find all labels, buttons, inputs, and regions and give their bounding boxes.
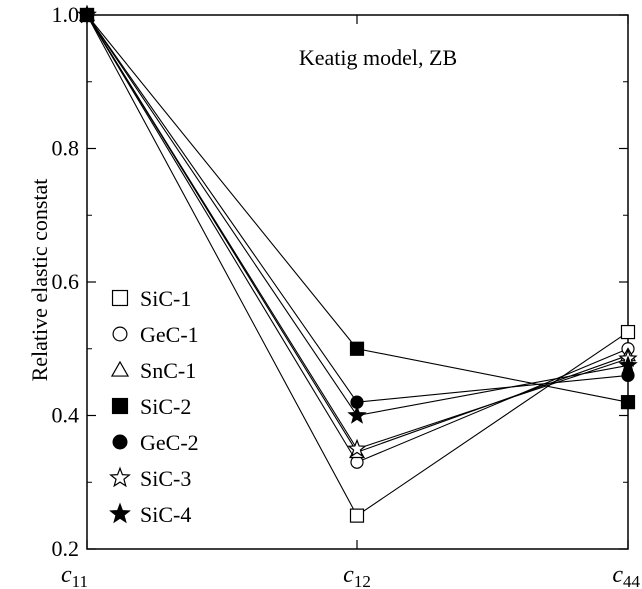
legend-marker	[110, 360, 130, 377]
data-point	[620, 324, 636, 340]
data-point	[347, 405, 367, 424]
legend-label: SiC-3	[140, 466, 191, 491]
data-point	[620, 395, 636, 410]
legend-label: SnC-1	[140, 358, 196, 383]
y-tick-label: 0.4	[52, 403, 80, 428]
legend-label: GeC-1	[140, 322, 199, 347]
x-tick-label: c44	[612, 562, 640, 589]
legend-marker	[112, 434, 128, 450]
y-tick-label: 0.2	[52, 536, 80, 561]
legend-label: SiC-4	[140, 502, 191, 527]
legend-marker	[111, 289, 129, 307]
legend-marker	[111, 397, 129, 415]
data-point	[349, 508, 365, 523]
legend-label: SiC-1	[140, 286, 191, 311]
data-point	[77, 4, 97, 24]
legend-label: SiC-2	[140, 394, 191, 419]
chart-annotation: Keatig model, ZB	[299, 45, 457, 70]
data-point	[349, 341, 365, 356]
legend-marker	[109, 466, 131, 488]
legend-marker	[112, 326, 128, 342]
x-tick-label: c12	[343, 562, 371, 589]
legend-marker	[109, 502, 131, 524]
y-tick-label: 1.0	[52, 2, 80, 27]
y-axis-ticks: 0.2 0.4 0.6 0.8 1.0	[52, 2, 628, 561]
x-tick-label: c11	[61, 562, 88, 589]
y-tick-label: 0.8	[52, 136, 80, 161]
data-point	[618, 355, 638, 374]
data-point	[347, 438, 367, 458]
x-axis-ticks: c11 c12 c44	[61, 15, 641, 589]
legend-label: GeC-2	[140, 430, 199, 455]
series-markers	[77, 4, 638, 523]
legend: SiC-1 GeC-1 SnC-1 SiC-2 GeC-2 SiC-3 SiC-4	[109, 286, 199, 527]
y-axis-label: Relative elastic constat	[27, 179, 52, 382]
y-tick-label: 0.6	[52, 269, 80, 294]
